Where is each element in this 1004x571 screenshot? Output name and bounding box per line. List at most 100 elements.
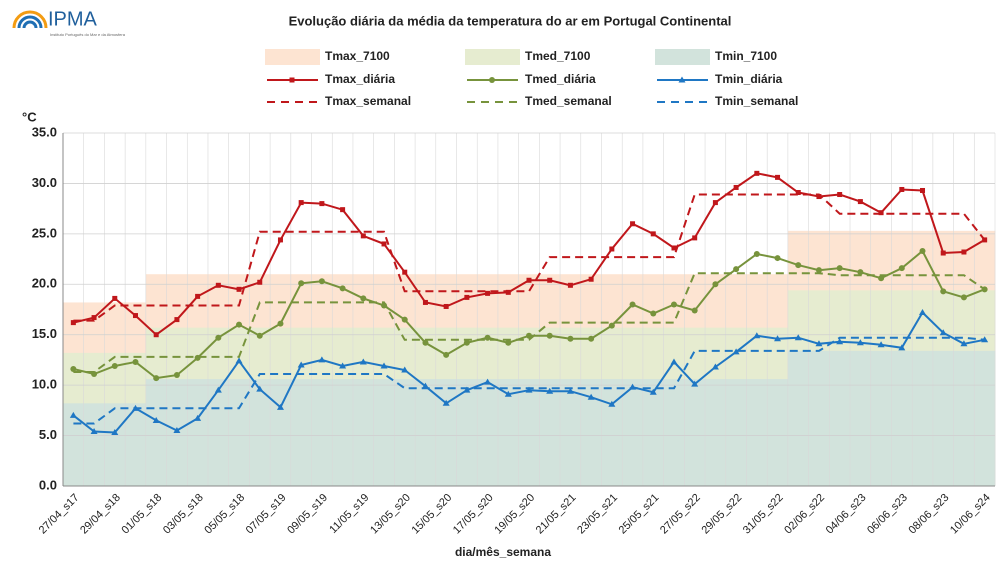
climate-area <box>415 379 437 486</box>
legend-swatch <box>265 49 320 65</box>
marker <box>381 241 387 247</box>
marker <box>940 250 946 256</box>
marker <box>132 313 138 319</box>
marker <box>525 386 533 393</box>
marker <box>173 427 181 434</box>
x-tick-label: 25/05_s21 <box>617 492 662 537</box>
marker <box>484 378 492 385</box>
x-tick-label: 19/05_s20 <box>492 492 537 537</box>
marker <box>878 210 884 216</box>
legend-label: Tmax_7100 <box>325 49 390 63</box>
climate-area <box>580 379 602 486</box>
marker <box>567 335 574 342</box>
legend-label: Tmed_7100 <box>525 49 591 63</box>
x-tick-label: 04/06_s23 <box>824 492 869 537</box>
marker <box>402 269 408 275</box>
marker <box>939 329 947 336</box>
marker <box>815 267 822 274</box>
legend-label: Tmin_diária <box>715 72 783 86</box>
marker <box>463 386 471 393</box>
marker <box>712 200 718 206</box>
legend-label: Tmax_diária <box>325 72 395 86</box>
marker <box>236 321 243 328</box>
marker <box>711 363 719 370</box>
marker <box>692 235 698 241</box>
marker <box>856 339 864 346</box>
marker <box>91 315 97 321</box>
legend-label: Tmed_diária <box>525 72 596 86</box>
marker <box>318 278 325 285</box>
marker <box>546 387 554 394</box>
y-tick-label: 15.0 <box>32 326 57 341</box>
climate-area <box>829 350 851 486</box>
marker <box>298 280 305 287</box>
marker <box>878 275 885 282</box>
marker <box>380 362 388 369</box>
climate-area <box>518 379 540 486</box>
climate-area <box>953 350 975 486</box>
marker <box>298 200 304 206</box>
marker <box>297 361 305 368</box>
legend-label: Tmin_semanal <box>715 94 798 108</box>
climate-area <box>705 379 727 486</box>
marker <box>318 356 326 363</box>
marker <box>256 385 264 392</box>
marker <box>567 282 573 288</box>
marker <box>277 237 283 243</box>
marker <box>961 249 967 255</box>
logo-name: IPMA <box>48 8 98 30</box>
climate-area <box>456 379 478 486</box>
x-tick-label: 03/05_s18 <box>161 492 206 537</box>
marker <box>485 290 491 296</box>
weekly-line <box>73 272 986 373</box>
logo-arc <box>22 20 38 29</box>
x-tick-label: 08/06_s23 <box>907 492 952 537</box>
climate-area <box>787 350 809 486</box>
climate-area <box>663 379 685 486</box>
marker <box>837 192 843 198</box>
marker <box>566 387 574 394</box>
legend-swatch <box>655 49 710 65</box>
marker <box>898 265 905 272</box>
marker <box>90 428 98 435</box>
x-tick-label: 15/05_s20 <box>410 492 455 537</box>
marker <box>649 388 657 395</box>
chart-title: Evolução diária da média da temperatura … <box>289 13 732 28</box>
marker <box>774 335 782 342</box>
x-tick-label: 11/05_s19 <box>327 492 371 536</box>
marker <box>69 411 77 418</box>
climate-area <box>539 379 561 486</box>
marker <box>546 332 553 339</box>
climate-area <box>145 379 167 486</box>
marker <box>214 386 222 393</box>
marker <box>132 358 139 365</box>
marker <box>630 221 636 227</box>
marker <box>960 294 967 301</box>
marker <box>401 366 409 373</box>
marker <box>489 77 495 83</box>
marker <box>152 416 160 423</box>
marker <box>733 266 740 273</box>
logo-subtitle: Instituto Português do Mar e da Atmosfer… <box>50 32 126 37</box>
marker <box>360 295 367 302</box>
legend-swatch <box>465 49 520 65</box>
marker <box>732 348 740 355</box>
climate-area <box>207 379 230 486</box>
marker <box>774 255 781 262</box>
climate-area <box>622 379 644 486</box>
marker <box>775 174 781 180</box>
climate-area <box>435 379 457 486</box>
marker <box>629 301 636 308</box>
x-tick-label: 29/04_s18 <box>78 492 123 537</box>
marker <box>194 354 201 361</box>
y-tick-label: 5.0 <box>39 427 57 442</box>
x-tick-label: 23/05_s21 <box>575 492 620 537</box>
marker <box>671 245 677 251</box>
marker <box>919 309 927 316</box>
marker <box>174 317 180 323</box>
marker <box>526 277 532 283</box>
marker <box>236 286 242 292</box>
climate-area <box>932 350 954 486</box>
marker <box>505 289 511 295</box>
marker <box>277 320 284 327</box>
